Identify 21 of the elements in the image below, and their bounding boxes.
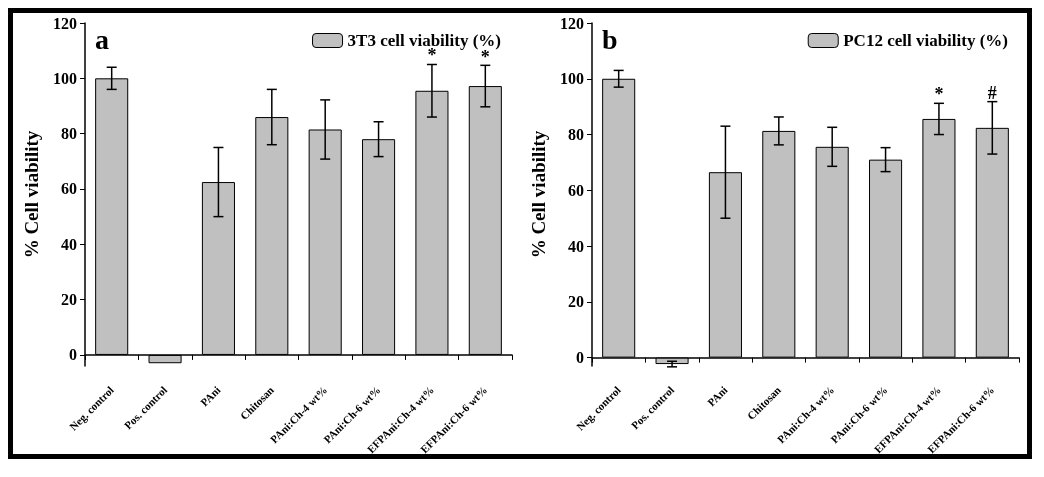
y-tick-label: 120 (53, 14, 77, 32)
y-tick-label: 60 (61, 180, 77, 198)
y-tick-label: 20 (61, 291, 77, 309)
y-tick-label: 100 (53, 69, 77, 87)
y-tick-label: 0 (69, 346, 77, 364)
y-tick-label: 80 (61, 125, 77, 143)
annotation: * (934, 84, 944, 105)
y-tick-label: 60 (568, 181, 584, 199)
annotation: b (602, 23, 618, 55)
y-tick-label: 120 (560, 14, 584, 32)
y-axis-title: % Cell viability (528, 130, 549, 259)
y-tick-label: 40 (61, 235, 77, 253)
y-tick-label: 20 (568, 293, 584, 311)
y-tick-label: 80 (568, 126, 584, 144)
y-axis-title: % Cell viability (21, 130, 42, 259)
y-tick-label: 0 (576, 349, 584, 367)
y-tick-label: 40 (568, 237, 584, 255)
annotation: a (95, 23, 109, 55)
annotation: # (987, 82, 997, 103)
y-tick-label: 100 (560, 70, 584, 88)
legend-label: PC12 cell viability (%) (843, 31, 1008, 50)
